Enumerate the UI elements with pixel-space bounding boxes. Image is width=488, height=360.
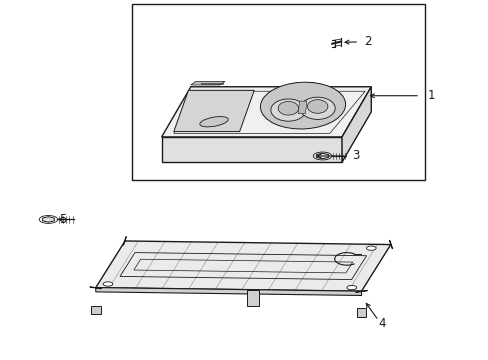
Polygon shape	[200, 83, 222, 84]
Polygon shape	[356, 309, 366, 317]
Polygon shape	[190, 81, 224, 85]
Polygon shape	[355, 290, 366, 292]
Polygon shape	[96, 288, 361, 296]
Ellipse shape	[300, 97, 334, 120]
Polygon shape	[90, 287, 102, 289]
Ellipse shape	[103, 282, 113, 286]
Ellipse shape	[278, 102, 298, 115]
Polygon shape	[246, 290, 258, 306]
Ellipse shape	[366, 246, 375, 250]
Ellipse shape	[200, 117, 228, 127]
Polygon shape	[161, 87, 370, 137]
Polygon shape	[388, 240, 392, 249]
Polygon shape	[96, 241, 390, 291]
Ellipse shape	[260, 82, 345, 129]
Text: 3: 3	[351, 149, 358, 162]
Polygon shape	[316, 153, 328, 159]
Polygon shape	[173, 90, 254, 132]
Polygon shape	[341, 87, 370, 162]
Ellipse shape	[346, 285, 356, 290]
Text: 5: 5	[59, 213, 66, 226]
Text: 4: 4	[378, 317, 386, 330]
Text: 1: 1	[427, 89, 434, 102]
Polygon shape	[298, 101, 306, 114]
Bar	[132, 4, 424, 180]
Ellipse shape	[307, 100, 327, 113]
Text: 2: 2	[363, 35, 371, 49]
Ellipse shape	[270, 99, 305, 121]
Polygon shape	[91, 306, 101, 315]
Polygon shape	[123, 237, 126, 245]
Polygon shape	[161, 137, 341, 162]
Polygon shape	[42, 217, 54, 222]
